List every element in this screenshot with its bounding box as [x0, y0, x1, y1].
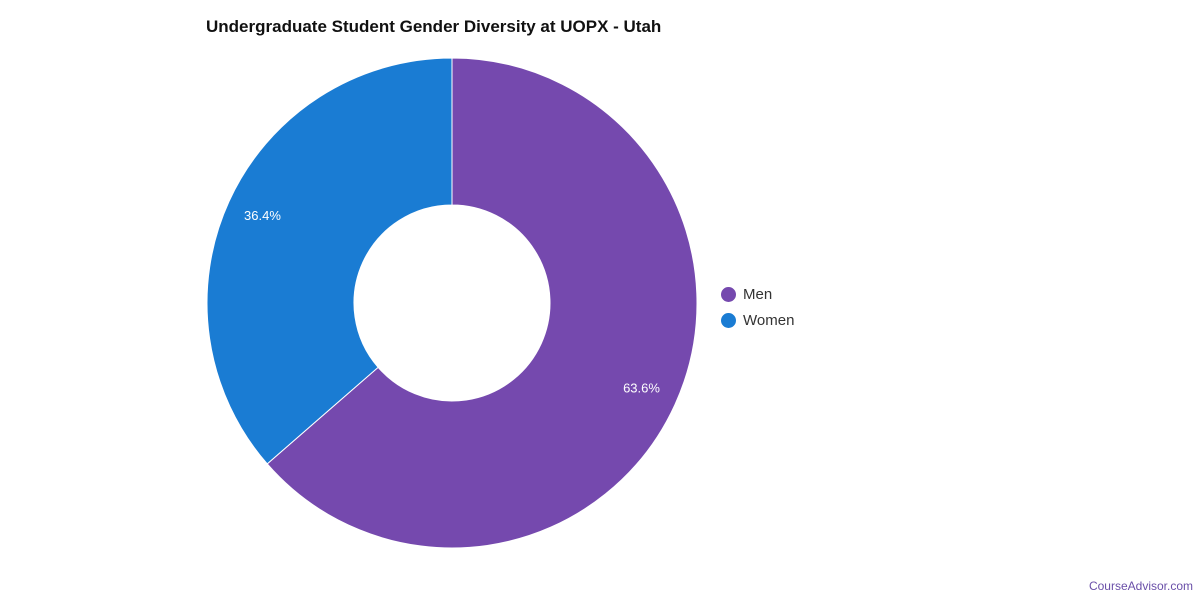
legend-swatch-men	[721, 286, 736, 302]
legend-label-men: Men	[743, 285, 773, 303]
slice-label-men: 63.6%	[623, 381, 660, 396]
courseadvisor-watermark[interactable]: CourseAdvisor.com	[1088, 579, 1193, 593]
chart-title: Undergraduate Student Gender Diversity a…	[206, 17, 662, 36]
legend-label-women: Women	[743, 311, 795, 329]
legend-item-women[interactable]: Women	[721, 307, 794, 333]
slice-women[interactable]	[206, 57, 453, 465]
slice-labels-group: 63.6% 36.4%	[244, 208, 660, 396]
legend-swatch-women	[721, 312, 736, 328]
slice-men[interactable]	[266, 57, 698, 549]
legend: Men Women	[721, 281, 794, 333]
legend-item-men[interactable]: Men	[721, 281, 794, 307]
slice-label-women: 36.4%	[244, 208, 281, 223]
slices-group	[206, 57, 698, 549]
